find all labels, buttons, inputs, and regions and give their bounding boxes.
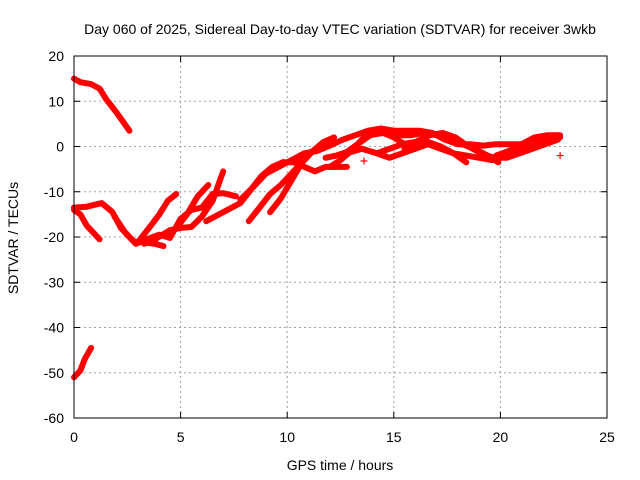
- series-arc-1: [71, 75, 133, 134]
- x-tick-label: 20: [493, 429, 509, 445]
- chart-title: Day 060 of 2025, Sidereal Day-to-day VTE…: [84, 21, 596, 37]
- y-tick-label: -20: [44, 229, 64, 245]
- y-tick-label: -30: [44, 274, 64, 290]
- grid: [74, 56, 607, 418]
- x-tick-label: 15: [386, 429, 402, 445]
- series-arc-7: [141, 168, 227, 247]
- outlier-point: [360, 157, 368, 165]
- y-axis-label: SDTVAR / TECUs: [5, 182, 21, 294]
- y-tick-label: -40: [44, 320, 64, 336]
- series-arc-2: [71, 344, 95, 381]
- plot-frame: [73, 55, 608, 419]
- series-arc-20: [501, 136, 559, 157]
- series-arc-3: [71, 206, 103, 243]
- x-tick-label: 10: [279, 429, 295, 445]
- series-layer: [71, 75, 564, 381]
- y-tick-label: 10: [48, 93, 64, 109]
- x-tick-label: 0: [70, 429, 78, 445]
- y-tick-label: 20: [48, 48, 64, 64]
- axis-ticks: 0 5 10 15 20 25 -60 -50 -40 -30 -20 -10 0 10 20: [44, 48, 615, 445]
- y-tick-label: 0: [56, 139, 64, 155]
- series-arc-18: [401, 129, 561, 161]
- y-tick-label: -60: [44, 410, 64, 426]
- outlier-point: [279, 158, 287, 166]
- series-arc-12: [267, 134, 338, 216]
- series-arc-6: [137, 191, 180, 243]
- series-arc-5: [111, 190, 239, 247]
- x-axis-label: GPS time / hours: [287, 457, 394, 473]
- outlier-point: [556, 152, 564, 160]
- x-tick-label: 25: [599, 429, 615, 445]
- y-tick-label: -10: [44, 184, 64, 200]
- x-tick-label: 5: [177, 429, 185, 445]
- y-tick-label: -50: [44, 365, 64, 381]
- series-arc-8: [173, 182, 212, 231]
